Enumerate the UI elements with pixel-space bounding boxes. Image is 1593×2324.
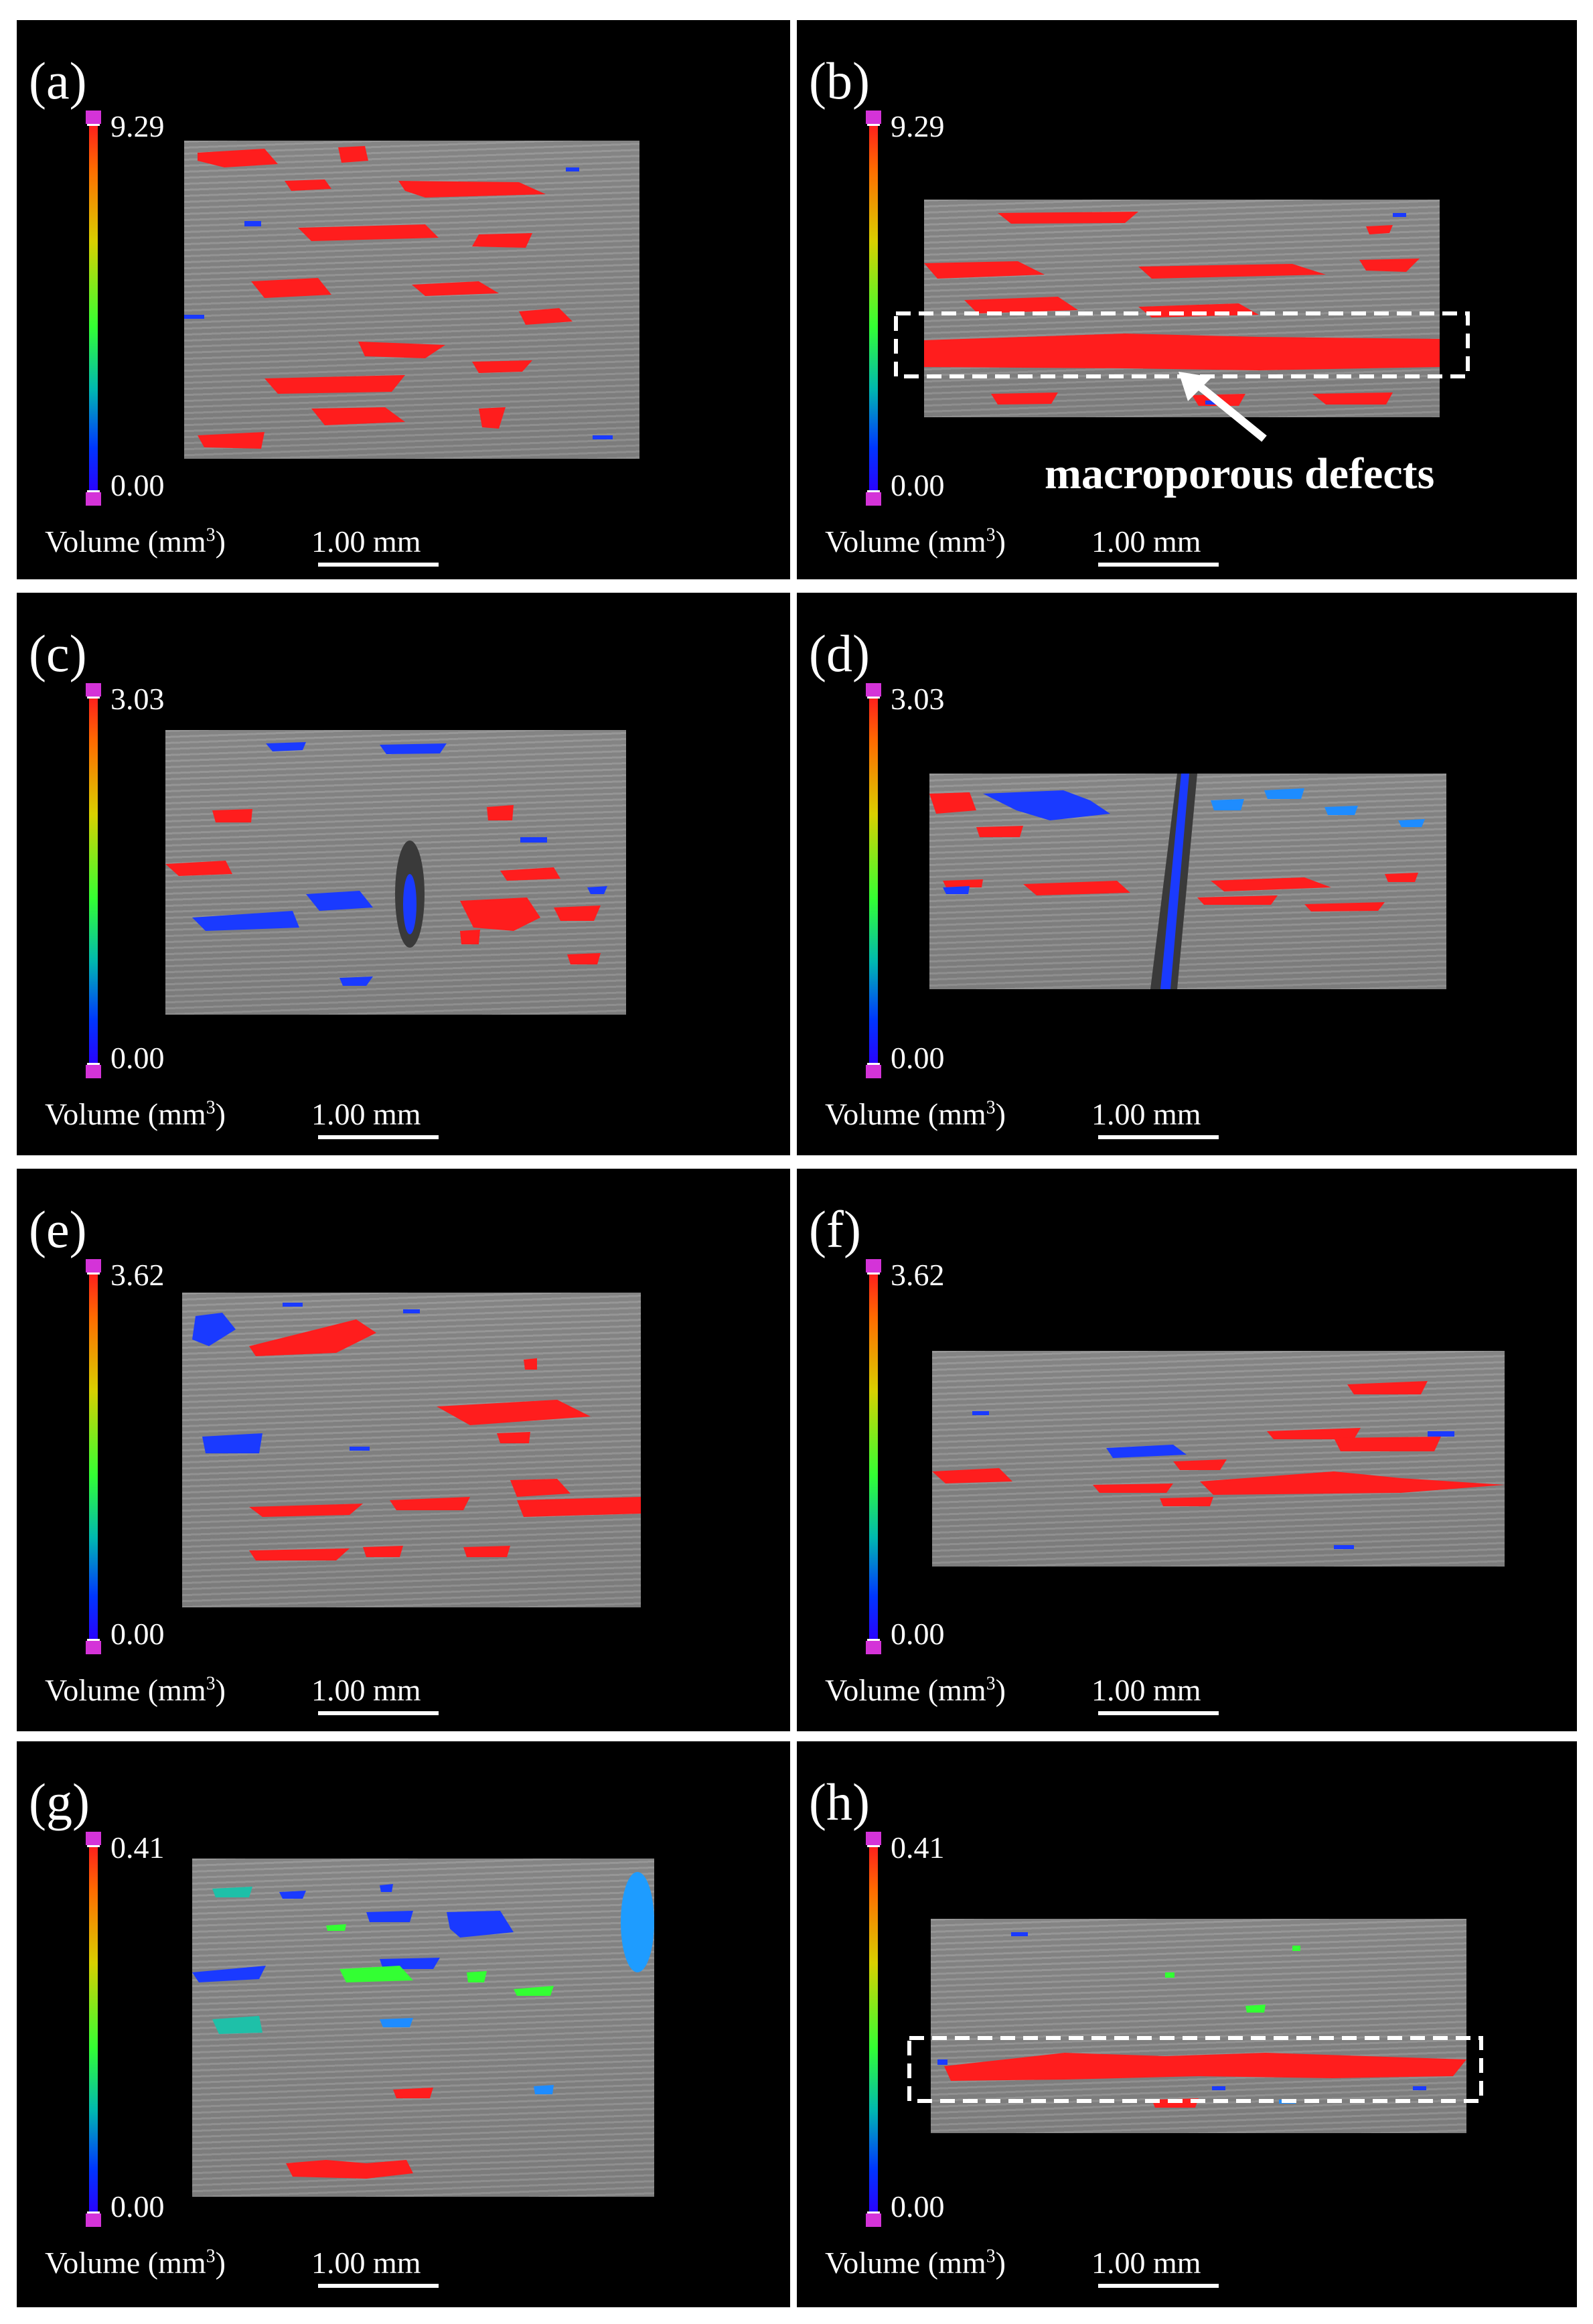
scale-label: 1.00 mm — [311, 1673, 421, 1707]
panel-label: (f) — [809, 1200, 861, 1258]
colorbar-min: 0.00 — [891, 1041, 945, 1075]
scale-label: 1.00 mm — [1091, 2246, 1201, 2280]
colorbar — [86, 683, 101, 1078]
panel-label: (g) — [29, 1773, 90, 1831]
highlight-box — [894, 311, 1470, 378]
colorbar-max: 9.29 — [891, 109, 945, 143]
colorbar-max: 0.41 — [110, 1830, 165, 1865]
ct-slice — [931, 1919, 1466, 2133]
colorbar-min: 0.00 — [891, 2189, 945, 2224]
scale-bar — [1098, 1711, 1219, 1715]
colorbar-min: 0.00 — [110, 1041, 165, 1075]
annotation-text: macroporous defects — [1045, 449, 1435, 498]
highlight-box — [907, 2036, 1483, 2103]
colorbar — [86, 1832, 101, 2227]
ct-slice — [929, 774, 1446, 989]
arrow-icon — [1179, 372, 1267, 442]
panel-label: (h) — [809, 1773, 870, 1831]
scale-label: 1.00 mm — [1091, 1097, 1201, 1131]
volume-label: Volume (mm3) — [45, 524, 226, 559]
panel-h: (h) 0.41 0.00 Volume (mm3) 1.00 mm — [797, 1741, 1577, 2307]
scale-bar — [318, 1711, 439, 1715]
scale-bar — [1098, 563, 1219, 567]
scale-bar — [318, 2284, 439, 2288]
panel-label: (e) — [29, 1200, 87, 1258]
colorbar-min: 0.00 — [110, 2189, 165, 2224]
colorbar — [866, 1832, 881, 2227]
panel-label: (c) — [29, 624, 87, 682]
volume-label: Volume (mm3) — [825, 524, 1006, 559]
scale-label: 1.00 mm — [1091, 524, 1201, 559]
ct-slice — [924, 200, 1440, 417]
scale-label: 1.00 mm — [311, 1097, 421, 1131]
colorbar-max: 3.62 — [891, 1258, 945, 1292]
panel-b: (b) 9.29 0.00 Volume (mm3) 1.00 mm — [797, 20, 1577, 579]
colorbar-min: 0.00 — [891, 468, 945, 502]
colorbar — [866, 683, 881, 1078]
scale-label: 1.00 mm — [1091, 1673, 1201, 1707]
colorbar-min: 0.00 — [891, 1617, 945, 1651]
colorbar-max: 3.03 — [110, 682, 165, 716]
colorbar-max: 0.41 — [891, 1830, 945, 1865]
volume-label: Volume (mm3) — [45, 1673, 226, 1707]
panel-g: (g) 0.41 0.00 Volume (mm3) 1.00 mm — [17, 1741, 790, 2307]
panel-f: (f) 3.62 0.00 Volume (mm3) 1.00 mm — [797, 1169, 1577, 1731]
panel-e: (e) 3.62 0.00 Volume (mm3) 1.00 mm — [17, 1169, 790, 1731]
colorbar — [866, 1259, 881, 1654]
ct-slice — [165, 730, 626, 1015]
ct-slice — [932, 1351, 1505, 1567]
volume-label: Volume (mm3) — [45, 1097, 226, 1131]
colorbar — [86, 1259, 101, 1654]
scale-label: 1.00 mm — [311, 2246, 421, 2280]
ct-slice — [182, 1293, 641, 1607]
colorbar-max: 3.03 — [891, 682, 945, 716]
ct-slice — [184, 141, 639, 459]
colorbar-min: 0.00 — [110, 1617, 165, 1651]
colorbar-max: 9.29 — [110, 109, 165, 143]
colorbar — [86, 111, 101, 506]
colorbar — [866, 111, 881, 506]
colorbar-max: 3.62 — [110, 1258, 165, 1292]
scale-bar — [1098, 1135, 1219, 1139]
panel-label: (d) — [809, 624, 870, 682]
volume-label: Volume (mm3) — [45, 2246, 226, 2280]
ct-slice — [192, 1859, 654, 2197]
volume-label: Volume (mm3) — [825, 1097, 1006, 1131]
panel-label: (a) — [29, 52, 87, 110]
panel-d: (d) 3.03 0.00 Volume (mm3) 1.00 mm — [797, 593, 1577, 1155]
scale-bar — [1098, 2284, 1219, 2288]
scale-bar — [318, 1135, 439, 1139]
panel-label: (b) — [809, 52, 870, 110]
volume-label: Volume (mm3) — [825, 1673, 1006, 1707]
volume-label: Volume (mm3) — [825, 2246, 1006, 2280]
panel-a: (a) 9.29 0.00 Volume (mm3) 1.00 mm — [17, 20, 790, 579]
panel-c: (c) 3.03 0.00 Volume (mm3) 1.00 mm — [17, 593, 790, 1155]
scale-bar — [318, 563, 439, 567]
colorbar-min: 0.00 — [110, 468, 165, 502]
scale-label: 1.00 mm — [311, 524, 421, 559]
